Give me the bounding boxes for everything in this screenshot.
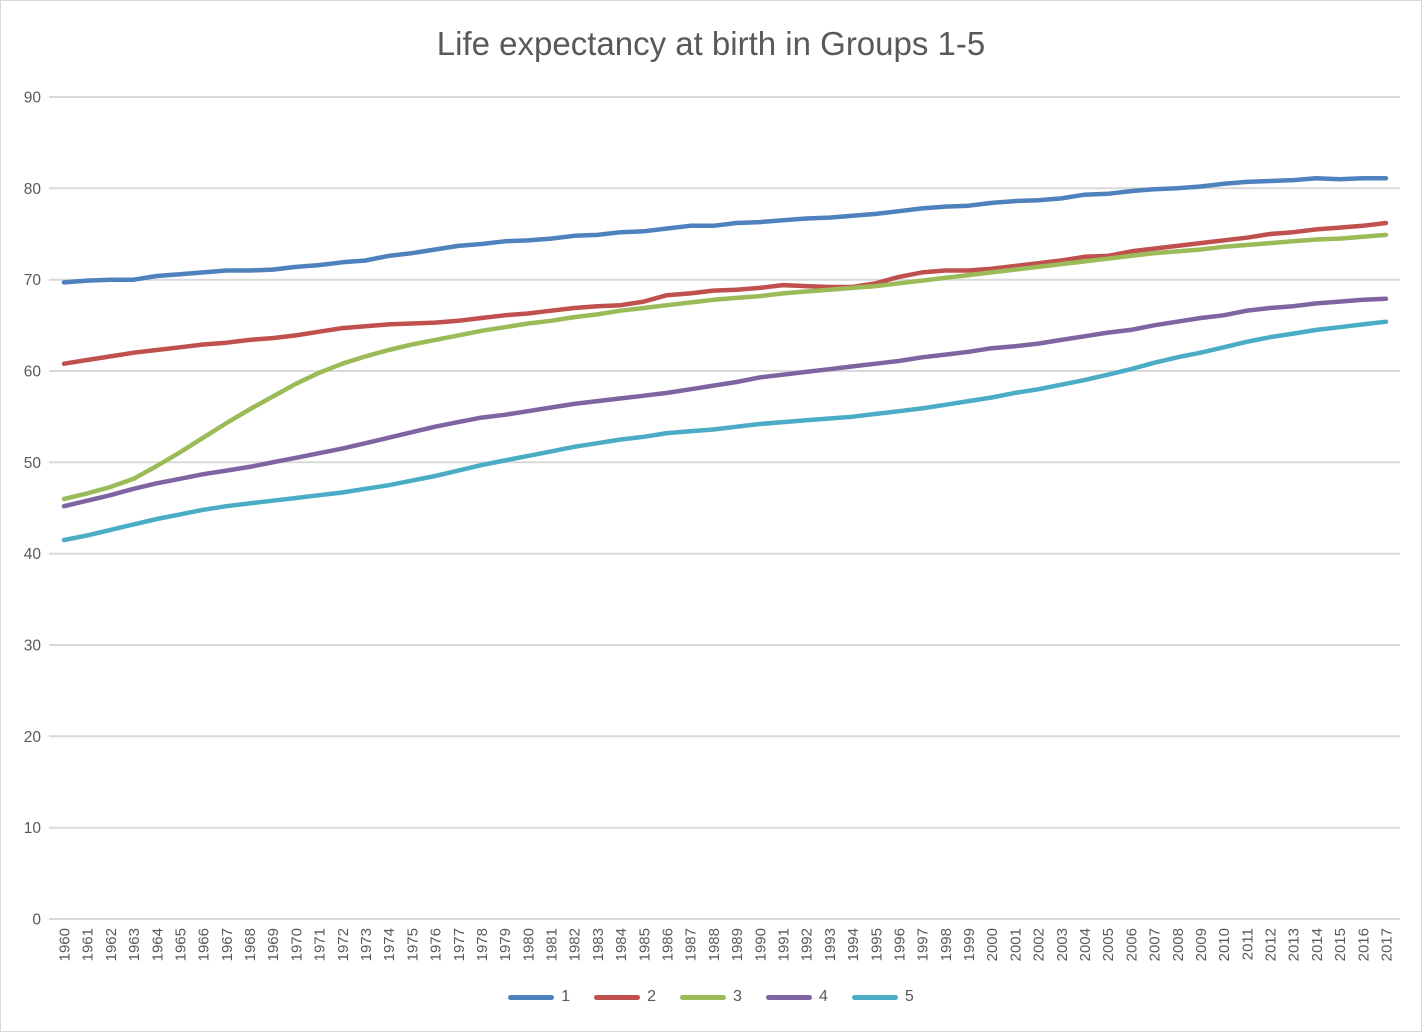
legend-swatch-icon	[765, 994, 812, 1000]
x-tick-label: 2003	[1054, 928, 1071, 961]
legend-swatch-icon	[851, 994, 898, 1000]
x-tick-label: 1989	[729, 928, 746, 961]
x-tick-label: 2012	[1263, 928, 1280, 961]
x-tick-label: 2014	[1309, 928, 1326, 961]
x-tick-label: 1975	[404, 928, 421, 961]
y-tick-label: 90	[24, 90, 42, 107]
x-tick-label: 1969	[265, 928, 282, 961]
y-tick-label: 50	[24, 455, 42, 472]
legend-item-4: 4	[765, 988, 828, 1005]
x-tick-label: 1992	[799, 928, 816, 961]
x-tick-label: 1965	[173, 928, 190, 961]
legend-swatch-icon	[594, 994, 641, 1000]
x-tick-label: 2013	[1286, 928, 1303, 961]
x-tick-label: 1967	[219, 928, 236, 961]
x-tick-label: 2007	[1147, 928, 1164, 961]
legend-item-3: 3	[680, 989, 742, 1005]
chart-title: Life expectancy at birth in Groups 1-5	[436, 25, 986, 62]
legend-item-5: 5	[851, 988, 914, 1005]
x-tick-label: 2016	[1355, 928, 1372, 961]
x-tick-label: 2011	[1239, 928, 1256, 960]
x-tick-label: 1966	[196, 928, 213, 961]
x-tick-label: 1970	[288, 928, 305, 961]
y-tick-label: 0	[32, 912, 41, 929]
x-tick-label: 2010	[1216, 928, 1233, 961]
x-tick-label: 1980	[520, 928, 537, 961]
x-tick-label: 1963	[126, 928, 143, 961]
x-tick-label: 1997	[915, 928, 932, 961]
x-tick-label: 1979	[497, 928, 514, 961]
y-tick-label: 30	[24, 638, 42, 655]
legend-item-2: 2	[594, 989, 656, 1005]
legend-label: 2	[647, 988, 657, 1005]
x-tick-label: 2015	[1332, 928, 1349, 961]
x-tick-label: 2008	[1170, 928, 1187, 961]
legend-label: 4	[818, 988, 828, 1005]
x-tick-label: 1974	[381, 928, 398, 961]
x-tick-label: 1978	[474, 928, 491, 961]
y-tick-label: 10	[24, 820, 42, 837]
x-tick-label: 1973	[358, 928, 375, 961]
legend-swatch-icon	[680, 994, 727, 1000]
x-tick-label: 2005	[1100, 928, 1117, 961]
x-tick-label: 1983	[590, 928, 607, 961]
x-tick-label: 1961	[80, 928, 97, 961]
x-tick-label: 1991	[776, 928, 793, 961]
y-tick-label: 20	[24, 729, 42, 746]
x-tick-label: 1960	[57, 928, 74, 961]
x-tick-label: 2002	[1031, 928, 1048, 961]
x-tick-label: 1993	[822, 928, 839, 961]
legend-label: 5	[904, 988, 914, 1005]
y-tick-label: 40	[24, 546, 42, 563]
legend-label: 3	[733, 988, 742, 1005]
x-tick-label: 1971	[312, 928, 329, 961]
series-line-2	[61, 220, 1389, 366]
x-tick-label: 1998	[938, 928, 955, 961]
x-tick-label: 1972	[335, 928, 352, 961]
x-tick-label: 1988	[706, 928, 723, 961]
legend: 1 2 3 4 5	[1, 989, 1421, 1005]
y-tick-label: 70	[24, 272, 42, 289]
x-tick-label: 2001	[1007, 928, 1024, 961]
x-tick-label: 2009	[1193, 928, 1210, 961]
x-tick-label: 1962	[103, 928, 120, 961]
x-tick-label: 1985	[636, 928, 653, 961]
x-tick-label: 2017	[1379, 928, 1396, 961]
legend-item-1: 1	[508, 989, 570, 1005]
x-tick-label: 1977	[451, 928, 468, 961]
legend-swatch-icon	[508, 994, 555, 1000]
x-tick-label: 1981	[544, 928, 561, 961]
series-line-4	[61, 296, 1389, 509]
x-tick-label: 1976	[428, 928, 445, 961]
x-tick-label: 2006	[1123, 928, 1140, 961]
x-tick-label: 2000	[984, 928, 1001, 961]
x-tick-label: 1990	[752, 928, 769, 961]
x-tick-label: 1996	[891, 928, 908, 961]
x-tick-label: 1968	[242, 928, 259, 961]
x-tick-label: 1984	[613, 928, 630, 961]
x-tick-label: 2004	[1077, 928, 1094, 961]
x-tick-label: 1999	[961, 928, 978, 961]
y-tick-label: 80	[24, 181, 42, 198]
series-line-1	[61, 176, 1389, 285]
series-line-5	[61, 319, 1389, 543]
x-tick-label: 1995	[868, 928, 885, 961]
x-tick-label: 1987	[683, 928, 700, 961]
x-tick-label: 1986	[660, 928, 677, 961]
y-tick-label: 60	[24, 364, 42, 381]
series-line-3	[61, 232, 1389, 502]
x-tick-label: 1982	[567, 928, 584, 961]
x-tick-label: 1964	[149, 928, 166, 961]
x-tick-label: 1994	[845, 928, 862, 961]
legend-label: 1	[561, 988, 571, 1005]
